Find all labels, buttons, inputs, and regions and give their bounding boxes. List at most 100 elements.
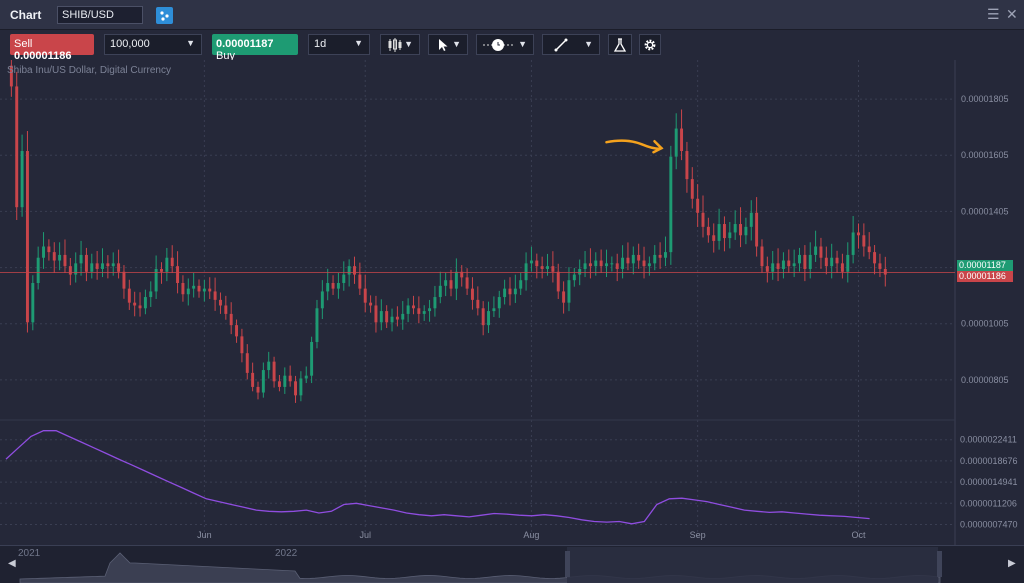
candle-body <box>535 260 539 267</box>
candle-body <box>696 198 700 213</box>
chart-type-button[interactable]: ▼ <box>380 34 420 55</box>
candle-body <box>299 378 303 396</box>
candle-body <box>90 263 94 272</box>
candle-body <box>315 308 319 342</box>
candle-body <box>347 266 351 275</box>
sell-price-tag: 0.00001186 <box>957 271 1013 282</box>
candle-body <box>42 246 46 258</box>
candle-body <box>631 254 635 264</box>
candle-body <box>722 224 726 239</box>
candle-body <box>170 257 174 267</box>
indicator-tick-label: 0.0000022411 <box>960 435 1017 445</box>
candle-body <box>208 288 212 292</box>
candle-body <box>213 291 217 300</box>
candle-body <box>862 235 866 247</box>
indicator-tick-label: 0.0000007470 <box>960 519 1018 529</box>
close-icon[interactable]: ✕ <box>1006 6 1018 22</box>
candle-body <box>669 156 673 253</box>
navigator-handle-right[interactable] <box>937 551 942 577</box>
candle-body <box>846 254 850 272</box>
candle-body <box>288 375 292 382</box>
candle-body <box>701 212 705 227</box>
time-navigator[interactable]: ◀ 2021 2022 ▶ <box>0 545 1024 583</box>
timeframe-dropdown[interactable]: 1d ▼ <box>308 34 370 55</box>
candle-body <box>74 263 78 275</box>
candle-body <box>492 308 496 312</box>
navigator-window[interactable] <box>567 547 938 583</box>
chart-background <box>0 60 1024 545</box>
candle-body <box>583 263 587 269</box>
line-draw-icon <box>554 38 568 52</box>
price-chart[interactable]: Jun Jul Aug Sep Oct 0.00001805 0.00001605 0.000… <box>0 60 1024 545</box>
cursor-tool-button[interactable]: ▼ <box>428 34 468 55</box>
indicator-tick-label: 0.0000011206 <box>960 498 1017 508</box>
candle-body <box>433 297 437 309</box>
candle-body <box>658 254 662 258</box>
candle-body <box>251 372 255 387</box>
candle-body <box>245 353 249 373</box>
drawing-tool-button[interactable]: ▼ <box>542 34 600 55</box>
gear-icon <box>644 39 656 51</box>
quantity-dropdown[interactable]: 100,000 ▼ <box>104 34 202 55</box>
candle-body <box>497 297 501 309</box>
candle-body <box>101 263 104 269</box>
time-tool-button[interactable]: ▼ <box>476 34 534 55</box>
indicators-button[interactable] <box>608 34 632 55</box>
candle-body <box>814 246 818 255</box>
candle-body <box>294 381 297 396</box>
scroll-right-icon[interactable]: ▶ <box>1008 558 1016 569</box>
y-tick-label: 0.00001805 <box>961 94 1009 104</box>
candle-body <box>310 341 314 376</box>
symbol-input[interactable] <box>57 6 143 24</box>
navigator-handle-left[interactable] <box>565 551 570 577</box>
candle-body <box>792 263 796 267</box>
candle-body <box>454 271 458 289</box>
instrument-name: Shiba Inu/US Dollar, Digital Currency <box>7 65 171 76</box>
symbol-lookup-button[interactable] <box>156 7 173 24</box>
indicator-line <box>5 430 870 525</box>
candle-body <box>342 274 346 284</box>
sell-button[interactable]: Sell 0.00001186 <box>10 34 94 62</box>
candle-body <box>771 263 775 272</box>
candle-body <box>395 316 399 320</box>
candle-body <box>47 246 51 253</box>
candle-body <box>111 263 115 267</box>
candle-body <box>819 246 823 258</box>
x-tick-label: Oct <box>851 530 866 540</box>
cursor-icon <box>439 39 448 51</box>
candle-body <box>465 277 469 289</box>
candle-body <box>851 232 855 255</box>
menu-icon[interactable]: ☰ <box>987 6 1000 22</box>
candle-body <box>202 288 206 292</box>
chevron-down-icon: ▼ <box>186 38 195 48</box>
candle-body <box>412 305 415 309</box>
buy-button[interactable]: 0.00001187 Buy <box>212 34 298 62</box>
navigator-overview <box>19 547 942 583</box>
candle-body <box>578 268 582 275</box>
candle-body <box>133 302 137 306</box>
flask-icon <box>613 38 627 52</box>
candle-body <box>235 325 239 337</box>
sell-price: 0.00001186 <box>14 50 72 62</box>
candle-body <box>567 280 571 303</box>
settings-button[interactable] <box>639 34 661 55</box>
chart-area[interactable]: Jun Jul Aug Sep Oct 0.00001805 0.00001605 0.000… <box>0 60 1024 583</box>
candle-body <box>546 266 549 269</box>
candle-body <box>717 224 721 241</box>
candle-body <box>776 263 780 269</box>
candle-body <box>25 151 29 323</box>
candle-body <box>58 254 62 261</box>
candle-body <box>363 288 367 303</box>
x-tick-label: Sep <box>690 530 706 540</box>
clock-icon <box>483 39 513 51</box>
chart-toolbar: Sell 0.00001186 100,000 ▼ 0.00001187 Buy… <box>0 31 1024 62</box>
chevron-down-icon: ▼ <box>354 38 363 48</box>
candle-body <box>401 313 405 320</box>
candle-body <box>95 263 99 269</box>
candle-body <box>267 361 271 371</box>
buy-price: 0.00001187 <box>216 38 274 50</box>
scroll-left-icon[interactable]: ◀ <box>8 558 16 569</box>
candle-body <box>755 212 759 247</box>
candle-body <box>529 260 533 264</box>
candle-body <box>117 263 121 272</box>
